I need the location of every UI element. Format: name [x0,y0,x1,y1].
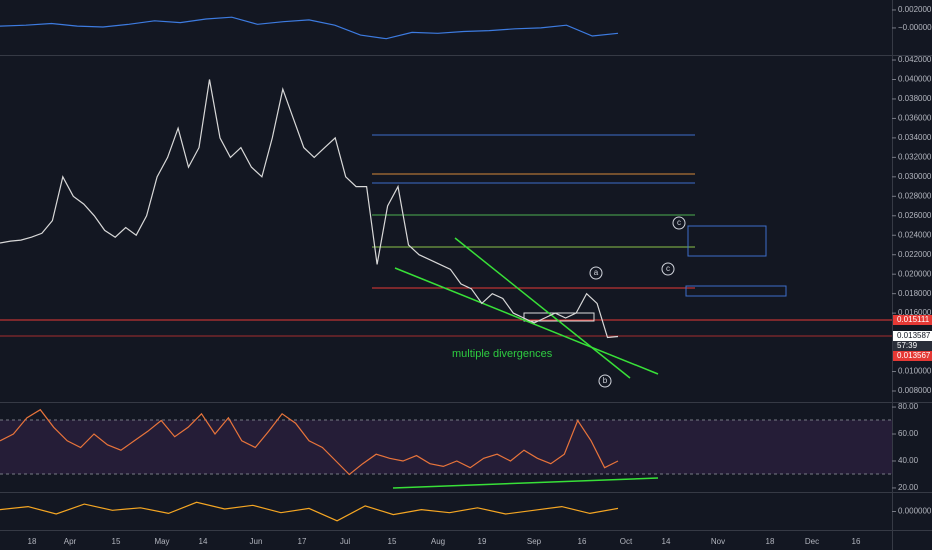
y-tick-label: 0.036000 [898,114,932,123]
y-tick-label: 0.016000 [898,308,932,317]
x-tick-label: May [154,537,169,546]
y-tick-label: 0.038000 [898,94,932,103]
target-box [685,285,787,297]
rsi-line [0,408,619,476]
price-label: 0.013567 [897,351,931,360]
y-tick-label: 0.028000 [898,191,932,200]
y-tick-label: 0.008000 [898,386,932,395]
price-box [893,341,932,351]
x-tick-label: Apr [64,537,77,546]
y-tick-label: 0.026000 [898,211,932,220]
y-tick-label: 60.00 [898,429,919,438]
price-labels: 0.015111 0.013587 57:39 0.013567 [893,315,932,361]
target-box [687,225,767,257]
y-tick-label: 0.030000 [898,172,932,181]
annotations: multiple divergences a b c c [452,216,686,388]
wave-marker [672,216,686,230]
countdown: 57:39 [897,341,918,350]
y-tick-label: 0.010000 [898,367,932,376]
y-tick-label: 0.034000 [898,133,932,142]
levels [0,134,892,489]
price-box [893,315,932,325]
y-tick-label: 0.024000 [898,230,932,239]
x-tick-label: Nov [711,537,725,546]
y-tick-label: 20.00 [898,483,919,492]
wave-label: a [594,268,599,277]
wave-label: c [677,218,681,227]
x-tick-label: 15 [112,537,121,546]
y-tick-label: 0.000000 [898,507,932,516]
y-tick-label: 80.00 [898,402,919,411]
x-tick-label: Jul [340,537,350,546]
wave-label: b [603,376,608,385]
annotation: multiple divergences [452,348,553,360]
x-tick-label: 16 [578,537,587,546]
y-tick-label: 0.002000 [898,5,932,14]
rsi-trendline [392,477,659,489]
oscillator-line [0,501,619,522]
x-tick-label: 19 [478,537,487,546]
y-tick-label: 0.040000 [898,75,932,84]
x-tick-label: Sep [527,537,542,546]
wave-marker [598,374,612,388]
wave-marker [589,266,603,280]
wave-label: c [666,264,670,273]
trendline [454,237,631,379]
x-tick-label: 16 [852,537,861,546]
x-tick-label: Aug [431,537,445,546]
x-tick-label: 15 [388,537,397,546]
x-tick-label: 18 [28,537,37,546]
trendline [394,267,659,375]
x-tick-label: Oct [620,537,633,546]
y-tick-label: 0.042000 [898,55,932,64]
x-tick-label: 17 [298,537,307,546]
x-tick-label: 18 [766,537,775,546]
x-tick-label: 14 [199,537,208,546]
y-tick-label: 0.018000 [898,289,932,298]
price-label: 0.013587 [897,331,931,340]
y-tick-label: 0.020000 [898,269,932,278]
price-box [893,351,932,361]
x-tick-label: Dec [805,537,819,546]
macd-line [0,16,619,40]
price-line [0,79,619,339]
y-tick-label: 0.022000 [898,250,932,259]
y-tick-label: 0.032000 [898,152,932,161]
x-tick-label: Jun [250,537,263,546]
price-label: 0.015111 [897,315,930,324]
y-tick-label: 40.00 [898,456,919,465]
price-box [893,331,932,341]
y-tick-label: −0.000000 [898,23,932,32]
x-tick-label: 14 [662,537,671,546]
wave-marker [661,262,675,276]
